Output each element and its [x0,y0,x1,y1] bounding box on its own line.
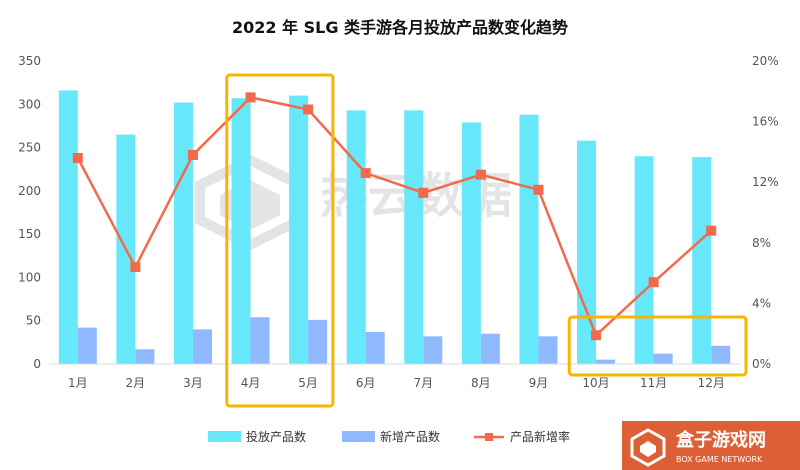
y-left-tick-label: 350 [18,54,41,68]
point-产品新增率-1月 [72,152,83,163]
point-产品新增率-7月 [418,187,429,198]
legend-item-新增产品数: 新增产品数 [342,429,440,444]
bar-新增产品数-1月 [77,327,97,364]
x-tick-label: 2月 [126,376,146,390]
y-right-tick-label: 0% [752,357,771,371]
site-logo-name: 盒子游戏网 [676,429,766,451]
y-right-tick-label: 12% [752,175,779,189]
bar-新增产品数-6月 [365,331,385,364]
bar-新增产品数-8月 [480,333,500,364]
point-产品新增率-9月 [533,184,544,195]
box-logo-icon [630,428,666,467]
legend-swatch [208,431,241,442]
bar-新增产品数-7月 [423,336,443,364]
point-产品新增率-5月 [303,104,314,115]
y-right-tick-label: 16% [752,115,779,129]
highlight-box [567,315,748,377]
bar-投放产品数-5月 [289,95,309,364]
legend-label: 产品新增率 [510,429,570,444]
point-产品新增率-12月 [706,225,717,236]
bar-投放产品数-9月 [519,114,539,364]
bar-新增产品数-3月 [192,329,212,364]
y-left-tick-label: 150 [18,227,41,241]
bar-投放产品数-4月 [231,98,251,365]
series-line-产品新增率 [76,95,713,338]
x-tick-label: 1月 [68,376,88,390]
bar-新增产品数-5月 [308,319,328,364]
point-产品新增率-2月 [130,262,141,273]
y-left-tick-label: 50 [26,314,41,328]
site-logo-subtitle: BOX GAME NETWORK [676,455,763,464]
bar-投放产品数-7月 [404,110,424,365]
y-left-tick-label: 100 [18,270,41,284]
legend-swatch-marker [485,433,493,441]
x-tick-label: 8月 [471,376,491,390]
bar-投放产品数-6月 [346,110,366,365]
y-left-tick-label: 250 [18,141,41,155]
bar-新增产品数-9月 [538,336,558,364]
site-logo: 盒子游戏网 BOX GAME NETWORK [622,421,800,470]
point-产品新增率-3月 [187,149,198,160]
y-right-tick-label: 20% [752,54,779,68]
bar-投放产品数-8月 [461,122,481,364]
point-产品新增率-10月 [591,330,602,341]
legend-item-产品新增率: 产品新增率 [474,429,570,444]
x-tick-label: 7月 [413,376,433,390]
chart-title: 2022 年 SLG 类手游各月投放产品数变化趋势 [232,18,568,37]
bar-投放产品数-10月 [577,140,597,364]
y-left-tick-label: 200 [18,184,41,198]
bar-投放产品数-1月 [58,90,78,364]
x-tick-label: 12月 [698,376,725,390]
point-产品新增率-8月 [475,169,486,180]
y-left-tick-label: 0 [33,357,41,371]
x-tick-label: 4月 [241,376,261,390]
y-right-tick-label: 8% [752,236,771,250]
bar-新增产品数-10月 [596,359,616,364]
bar-投放产品数-3月 [173,102,193,364]
legend-label: 投放产品数 [246,429,306,444]
bar-新增产品数-12月 [711,345,731,364]
bar-投放产品数-12月 [692,157,712,364]
legend-label: 新增产品数 [380,429,440,444]
point-产品新增率-6月 [360,168,371,179]
legend-swatch [342,431,375,442]
y-left-tick-label: 300 [18,97,41,111]
bar-新增产品数-2月 [135,349,155,364]
x-tick-label: 5月 [298,376,318,390]
bar-投放产品数-11月 [634,156,654,364]
x-tick-label: 11月 [640,376,667,390]
point-产品新增率-11月 [648,277,659,288]
bar-新增产品数-4月 [250,317,270,364]
x-tick-label: 3月 [183,376,203,390]
x-tick-label: 6月 [356,376,376,390]
bar-新增产品数-11月 [653,353,673,364]
y-right-tick-label: 4% [752,296,771,310]
x-tick-label: 10月 [582,376,609,390]
highlight-box [225,73,335,408]
x-tick-label: 9月 [529,376,549,390]
legend-item-投放产品数: 投放产品数 [208,429,306,444]
point-产品新增率-4月 [245,92,256,103]
